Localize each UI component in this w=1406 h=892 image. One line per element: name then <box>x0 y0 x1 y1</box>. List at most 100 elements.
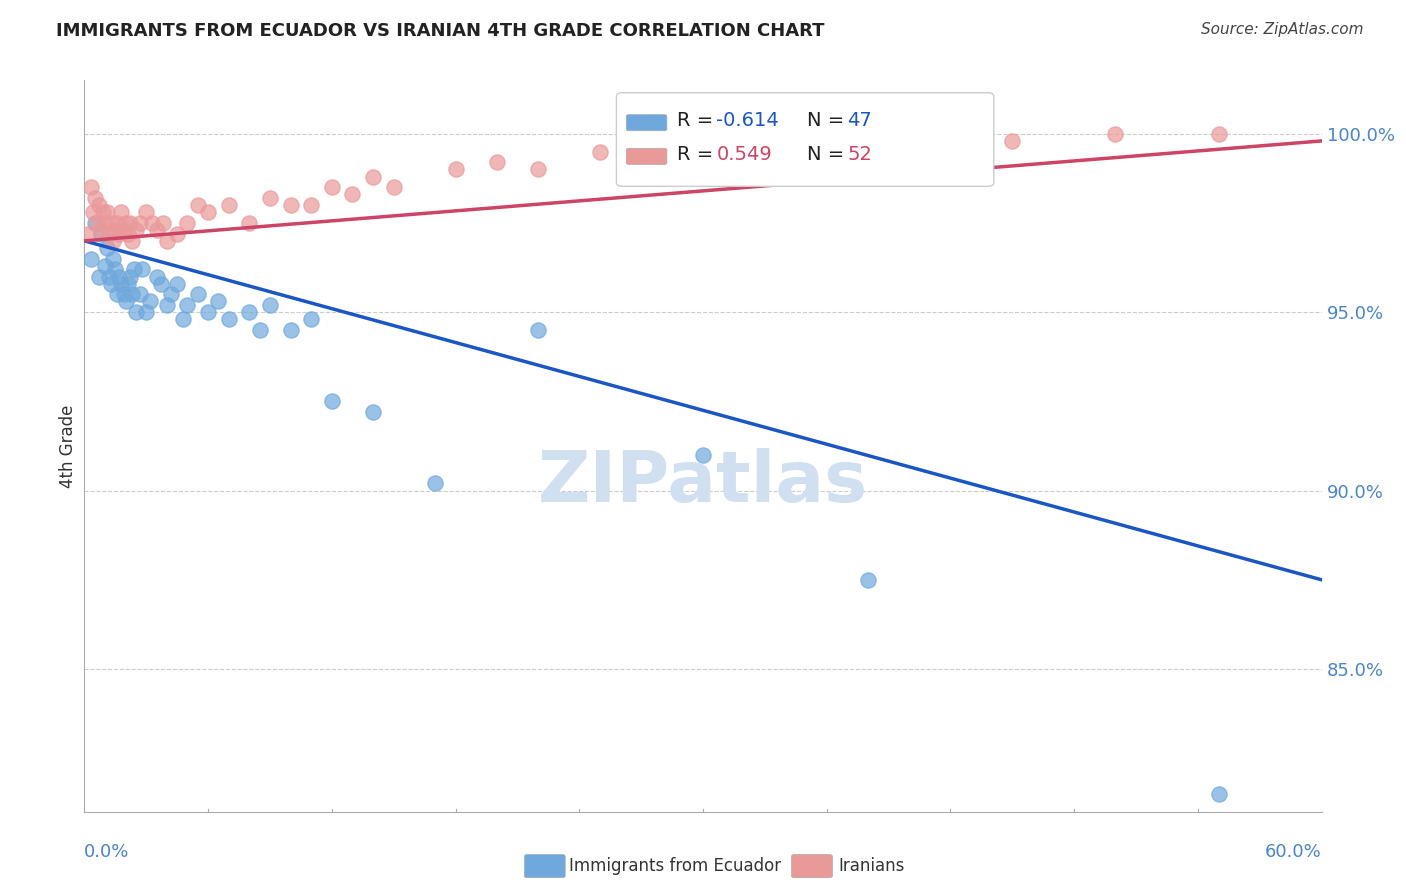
Point <box>361 169 384 184</box>
Point <box>125 305 148 319</box>
Point <box>423 476 446 491</box>
Point <box>166 277 188 291</box>
Point <box>110 205 132 219</box>
Point <box>117 277 139 291</box>
Point <box>100 277 122 291</box>
FancyBboxPatch shape <box>626 115 666 131</box>
Point <box>145 269 167 284</box>
Point <box>898 145 921 159</box>
Point <box>197 205 219 219</box>
Point <box>342 187 364 202</box>
Point <box>139 294 162 309</box>
Point <box>87 198 110 212</box>
Y-axis label: 4th Grade: 4th Grade <box>59 404 77 488</box>
Point <box>83 191 105 205</box>
Text: ZIPatlas: ZIPatlas <box>538 448 868 517</box>
Point <box>218 312 240 326</box>
Point <box>794 155 817 169</box>
Point <box>94 259 117 273</box>
Point <box>114 294 136 309</box>
Point <box>259 298 281 312</box>
Point <box>121 234 143 248</box>
Point <box>125 223 148 237</box>
Point <box>444 162 467 177</box>
Point <box>118 216 141 230</box>
Point <box>692 448 714 462</box>
Text: 0.0%: 0.0% <box>84 843 129 861</box>
Point <box>1208 787 1230 801</box>
Point <box>299 312 322 326</box>
Point <box>1001 134 1024 148</box>
Point <box>112 287 135 301</box>
Point <box>129 216 152 230</box>
Point <box>108 269 131 284</box>
Text: IMMIGRANTS FROM ECUADOR VS IRANIAN 4TH GRADE CORRELATION CHART: IMMIGRANTS FROM ECUADOR VS IRANIAN 4TH G… <box>56 22 825 40</box>
Point <box>103 252 125 266</box>
Text: 60.0%: 60.0% <box>1265 843 1322 861</box>
Point <box>1104 127 1126 141</box>
Point <box>187 287 209 301</box>
Point <box>187 198 209 212</box>
Text: R =: R = <box>676 111 720 130</box>
Point <box>83 216 105 230</box>
Text: 47: 47 <box>848 111 872 130</box>
Point <box>149 277 172 291</box>
FancyBboxPatch shape <box>626 148 666 164</box>
Point <box>141 216 163 230</box>
Point <box>98 269 121 284</box>
Point <box>100 216 122 230</box>
Point <box>299 198 322 212</box>
Point <box>121 287 143 301</box>
Point <box>110 277 132 291</box>
Point <box>207 294 229 309</box>
Point <box>856 573 879 587</box>
Point <box>280 323 302 337</box>
Point <box>79 252 101 266</box>
Point <box>589 145 612 159</box>
Point <box>131 262 153 277</box>
Point <box>485 155 508 169</box>
Point <box>152 216 174 230</box>
Text: N =: N = <box>807 111 851 130</box>
Point <box>176 298 198 312</box>
Point <box>145 223 167 237</box>
Point <box>156 234 179 248</box>
Text: Source: ZipAtlas.com: Source: ZipAtlas.com <box>1201 22 1364 37</box>
Point <box>259 191 281 205</box>
FancyBboxPatch shape <box>616 93 994 186</box>
Point <box>87 269 110 284</box>
Point <box>321 180 343 194</box>
Point <box>197 305 219 319</box>
Text: R =: R = <box>676 145 720 163</box>
Point <box>238 305 260 319</box>
Point <box>166 227 188 241</box>
Point <box>105 216 128 230</box>
Text: 52: 52 <box>848 145 872 163</box>
Point <box>172 312 194 326</box>
Point <box>122 262 145 277</box>
Text: N =: N = <box>807 145 851 163</box>
Point <box>280 198 302 212</box>
Point <box>77 227 100 241</box>
Point <box>105 287 128 301</box>
Text: Iranians: Iranians <box>838 857 904 875</box>
Point <box>382 180 405 194</box>
Point <box>90 227 112 241</box>
Point <box>238 216 260 230</box>
Point <box>117 227 139 241</box>
Point <box>91 205 114 219</box>
Point <box>527 323 550 337</box>
Point <box>1208 127 1230 141</box>
Point <box>82 205 104 219</box>
Text: -0.614: -0.614 <box>717 111 779 130</box>
Point <box>129 287 152 301</box>
Point <box>218 198 240 212</box>
Point <box>79 180 101 194</box>
Point <box>118 269 141 284</box>
Point <box>86 216 108 230</box>
Point <box>112 223 135 237</box>
Point <box>98 227 121 241</box>
Text: 0.549: 0.549 <box>717 145 772 163</box>
Point <box>249 323 271 337</box>
Point <box>96 205 118 219</box>
